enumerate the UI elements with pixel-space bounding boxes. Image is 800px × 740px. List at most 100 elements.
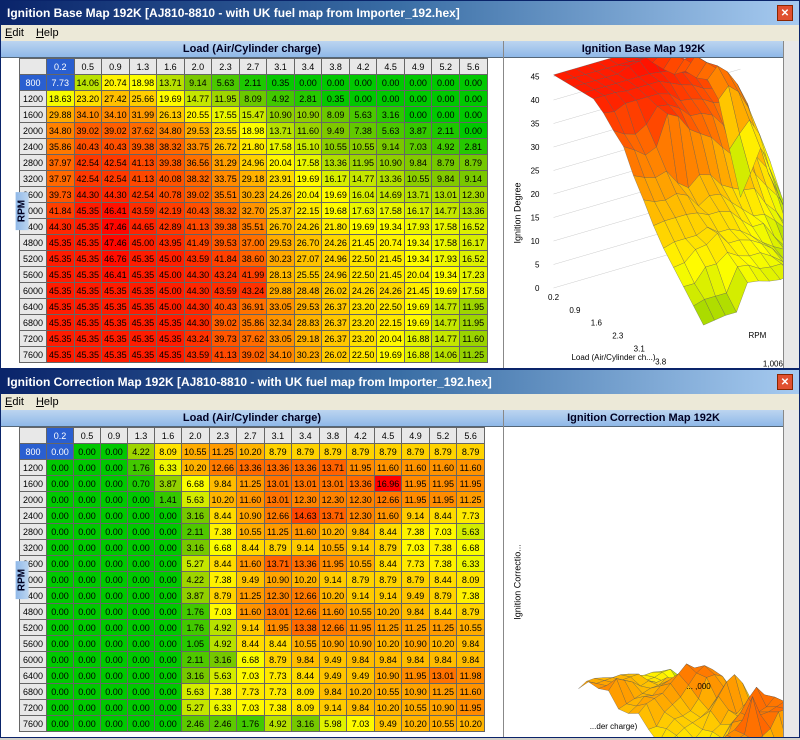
data-cell[interactable]: 11.25 [374, 620, 402, 636]
data-cell[interactable]: 8.44 [209, 556, 237, 572]
data-cell[interactable]: 10.20 [319, 524, 347, 540]
data-cell[interactable]: 6.68 [182, 476, 210, 492]
menu-item[interactable]: Edit [5, 27, 24, 39]
row-header[interactable]: 6000 [20, 283, 47, 299]
data-cell[interactable]: 19.34 [432, 267, 460, 283]
data-cell[interactable]: 0.00 [322, 75, 350, 91]
data-cell[interactable]: 10.20 [374, 700, 402, 716]
data-cell[interactable]: 13.36 [322, 155, 350, 171]
data-cell[interactable]: 1.05 [182, 636, 210, 652]
col-header[interactable]: 2.0 [184, 59, 212, 75]
col-header[interactable]: 4.5 [377, 59, 405, 75]
data-cell[interactable]: 0.00 [128, 684, 155, 700]
data-cell[interactable]: 36.56 [184, 155, 212, 171]
data-cell[interactable]: 8.09 [155, 444, 182, 460]
data-cell[interactable]: 21.45 [377, 267, 405, 283]
data-cell[interactable]: 45.00 [157, 299, 185, 315]
row-header[interactable]: 1600 [20, 476, 47, 492]
data-cell[interactable]: 9.84 [429, 652, 457, 668]
data-cell[interactable]: 12.30 [292, 492, 320, 508]
data-cell[interactable]: 39.02 [212, 315, 240, 331]
data-cell[interactable]: 20.74 [102, 75, 130, 91]
data-cell[interactable]: 46.41 [102, 267, 130, 283]
data-cell[interactable]: 0.00 [128, 556, 155, 572]
data-cell[interactable]: 12.30 [264, 588, 292, 604]
data-cell[interactable]: 9.14 [319, 572, 347, 588]
data-cell[interactable]: 21.45 [404, 283, 432, 299]
data-cell[interactable]: 2.11 [182, 524, 210, 540]
data-cell[interactable]: 10.90 [429, 700, 457, 716]
data-cell[interactable]: 0.00 [47, 476, 74, 492]
data-cell[interactable]: 10.55 [347, 556, 375, 572]
data-cell[interactable]: 11.95 [429, 476, 457, 492]
data-cell[interactable]: 11.95 [459, 299, 487, 315]
data-cell[interactable]: 0.00 [74, 492, 101, 508]
data-cell[interactable]: 26.13 [157, 107, 185, 123]
data-cell[interactable]: 45.35 [129, 251, 157, 267]
data-cell[interactable]: 45.35 [102, 315, 130, 331]
data-cell[interactable]: 6.68 [237, 652, 265, 668]
data-cell[interactable]: 0.00 [74, 636, 101, 652]
data-cell[interactable]: 5.98 [319, 716, 347, 732]
row-header[interactable]: 2400 [20, 508, 47, 524]
data-cell[interactable]: 8.44 [429, 508, 457, 524]
data-cell[interactable]: 7.03 [347, 716, 375, 732]
data-cell[interactable]: 0.00 [128, 540, 155, 556]
data-cell[interactable]: 11.95 [347, 620, 375, 636]
data-cell[interactable]: 22.50 [349, 267, 377, 283]
data-cell[interactable]: 14.77 [432, 203, 460, 219]
data-cell[interactable]: 0.00 [47, 444, 74, 460]
data-cell[interactable]: 8.44 [374, 556, 402, 572]
data-cell[interactable]: 0.00 [128, 524, 155, 540]
data-cell[interactable]: 13.38 [292, 620, 320, 636]
data-cell[interactable]: 19.69 [349, 219, 377, 235]
data-cell[interactable]: 44.30 [184, 315, 212, 331]
data-cell[interactable]: 37.97 [47, 171, 75, 187]
data-cell[interactable]: 17.58 [294, 155, 322, 171]
data-cell[interactable]: 8.79 [374, 572, 402, 588]
data-cell[interactable]: 12.66 [374, 492, 402, 508]
data-cell[interactable]: 45.35 [129, 331, 157, 347]
col-header[interactable]: 5.6 [459, 59, 487, 75]
data-cell[interactable]: 10.55 [374, 684, 402, 700]
data-cell[interactable]: 24.26 [349, 283, 377, 299]
data-cell[interactable]: 23.20 [349, 331, 377, 347]
data-cell[interactable]: 0.00 [377, 91, 405, 107]
data-cell[interactable]: 7.03 [237, 668, 265, 684]
data-cell[interactable]: 7.38 [457, 588, 485, 604]
data-cell[interactable]: 0.00 [459, 91, 487, 107]
data-cell[interactable]: 25.37 [267, 203, 295, 219]
data-cell[interactable]: 3.16 [182, 668, 210, 684]
data-cell[interactable]: 8.44 [292, 668, 320, 684]
row-header[interactable]: 6800 [20, 684, 47, 700]
data-cell[interactable]: 9.84 [347, 652, 375, 668]
data-cell[interactable]: 9.84 [347, 524, 375, 540]
data-cell[interactable]: 28.83 [294, 315, 322, 331]
row-header[interactable]: 3200 [20, 171, 47, 187]
data-cell[interactable]: 45.35 [74, 315, 102, 331]
data-cell[interactable]: 11.25 [237, 588, 265, 604]
data-cell[interactable]: 25.55 [294, 267, 322, 283]
data-cell[interactable]: 10.20 [347, 684, 375, 700]
data-cell[interactable]: 14.06 [74, 75, 102, 91]
data-cell[interactable]: 14.77 [432, 299, 460, 315]
data-cell[interactable]: 9.84 [374, 652, 402, 668]
data-cell[interactable]: 0.00 [74, 604, 101, 620]
data-cell[interactable]: 4.92 [264, 716, 292, 732]
data-cell[interactable]: 23.20 [349, 315, 377, 331]
data-cell[interactable]: 0.00 [47, 716, 74, 732]
data-cell[interactable]: 45.35 [74, 251, 102, 267]
data-cell[interactable]: 10.90 [319, 636, 347, 652]
data-cell[interactable]: 2.81 [294, 91, 322, 107]
data-cell[interactable]: 12.66 [209, 460, 237, 476]
row-header[interactable]: 2000 [20, 492, 47, 508]
data-cell[interactable]: 39.38 [129, 139, 157, 155]
data-cell[interactable]: 0.00 [459, 75, 487, 91]
data-cell[interactable]: 0.00 [155, 508, 182, 524]
data-cell[interactable]: 0.00 [128, 620, 155, 636]
data-cell[interactable]: 0.00 [155, 572, 182, 588]
data-cell[interactable]: 40.08 [157, 171, 185, 187]
data-cell[interactable]: 8.09 [457, 572, 485, 588]
data-cell[interactable]: 37.62 [129, 123, 157, 139]
data-cell[interactable]: 40.43 [102, 139, 130, 155]
